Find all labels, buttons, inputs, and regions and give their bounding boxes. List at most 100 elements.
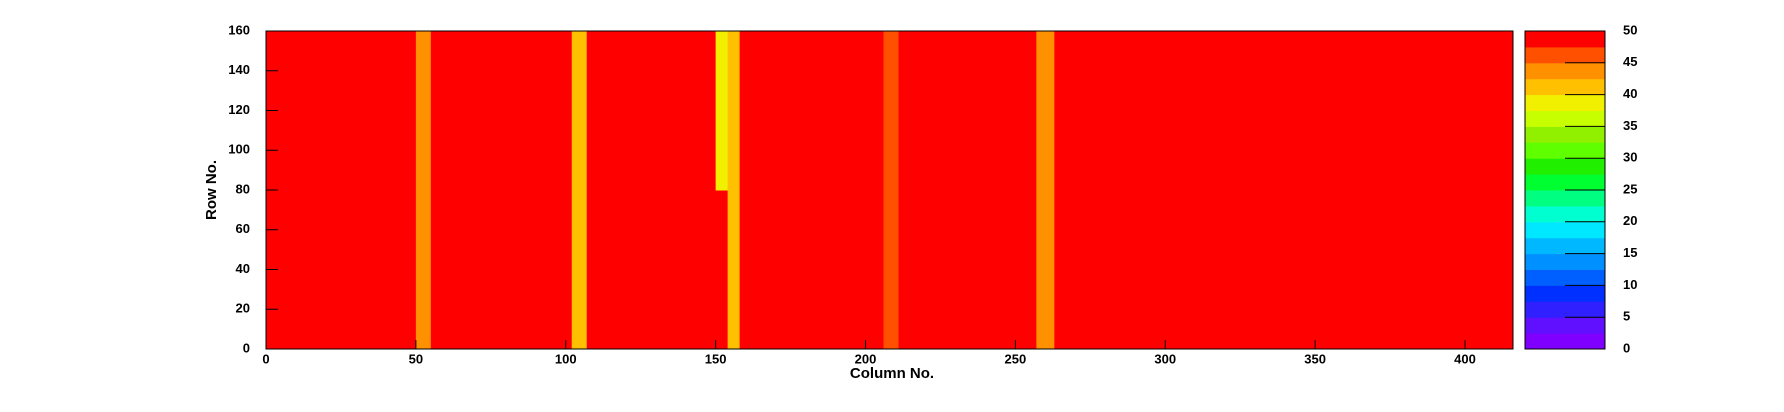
y-tick-label: 20 [236, 301, 250, 316]
heat-cell [898, 269, 1037, 350]
heat-cell [586, 110, 717, 191]
heat-cell [883, 269, 899, 350]
colorbar-band [1525, 237, 1605, 255]
heat-cell [430, 190, 573, 270]
y-axis-label: Row No. [203, 160, 220, 220]
y-tick-label: 60 [236, 221, 250, 236]
y-tick-label: 120 [228, 102, 250, 117]
heat-cell [715, 31, 729, 111]
colorbar-band [1525, 110, 1605, 127]
heat-cell [430, 31, 573, 111]
heat-cell [715, 190, 729, 270]
heat-cell [1054, 269, 1514, 350]
heat-cell [571, 31, 588, 111]
heat-cell [727, 110, 741, 191]
heat-cell [898, 190, 1037, 270]
heat-cell [415, 31, 432, 111]
colorbar-band [1525, 158, 1605, 175]
heat-cell [266, 110, 417, 191]
heat-cell [739, 269, 885, 350]
heat-cell [739, 190, 885, 270]
heat-cell [571, 269, 588, 350]
y-tick-label: 100 [228, 142, 250, 157]
heat-cell [715, 269, 729, 350]
colorbar-band [1525, 221, 1605, 239]
heat-cell [415, 190, 432, 270]
colorbar-tick-label: 50 [1623, 22, 1637, 37]
heat-cell [727, 31, 741, 111]
heat-cell [715, 110, 729, 191]
y-tick-label: 80 [236, 181, 250, 196]
colorbar-band [1525, 317, 1605, 334]
heat-cell [1036, 31, 1055, 111]
colorbar-tick-label: 10 [1623, 277, 1637, 292]
heat-cell [266, 269, 417, 350]
heat-cell [266, 190, 417, 270]
x-tick-label: 50 [409, 351, 423, 366]
colorbar-band [1525, 46, 1605, 64]
heat-cell [571, 110, 588, 191]
colorbar-tick-label: 15 [1623, 245, 1637, 260]
heat-cell [586, 269, 717, 350]
heat-cell [727, 190, 741, 270]
colorbar-tick-label: 25 [1623, 181, 1637, 196]
x-tick-label: 150 [705, 351, 727, 366]
x-tick-label: 100 [555, 351, 577, 366]
colorbar-band [1525, 269, 1605, 286]
heat-cell [1054, 31, 1514, 111]
heat-cell [1036, 269, 1055, 350]
heat-cell [739, 110, 885, 191]
heat-cell [727, 269, 741, 350]
colorbar-tick-label: 30 [1623, 150, 1637, 165]
colorbar-tick-label: 40 [1623, 86, 1637, 101]
colorbar-band [1525, 174, 1605, 191]
colorbar-tick-label: 20 [1623, 213, 1637, 228]
colorbar-band [1525, 126, 1605, 143]
x-axis-label: Column No. [850, 365, 934, 382]
heat-cell [1036, 190, 1055, 270]
y-tick-label: 40 [236, 261, 250, 276]
heat-cell [430, 269, 573, 350]
heat-cell [266, 31, 417, 111]
heat-cell [586, 190, 717, 270]
heat-cell [415, 110, 432, 191]
colorbar-tick-label: 45 [1623, 54, 1637, 69]
heat-cell [883, 31, 899, 111]
colorbar-band [1525, 190, 1605, 207]
heat-cell [883, 190, 899, 270]
colorbar-tick-label: 0 [1623, 340, 1630, 355]
x-tick-label: 250 [1005, 351, 1027, 366]
heat-cell [1036, 110, 1055, 191]
colorbar-band [1525, 62, 1605, 80]
y-tick-label: 160 [228, 22, 250, 37]
x-tick-label: 0 [262, 351, 269, 366]
colorbar-band [1525, 205, 1605, 223]
colorbar-band [1525, 94, 1605, 111]
heat-cell [883, 110, 899, 191]
heat-cell [586, 31, 717, 111]
colorbar-band [1525, 253, 1605, 270]
x-tick-label: 200 [855, 351, 877, 366]
x-tick-label: 300 [1154, 351, 1176, 366]
heat-cell [739, 31, 885, 111]
heat-cell [898, 110, 1037, 191]
colorbar-band [1525, 301, 1605, 318]
colorbar-band [1525, 31, 1605, 48]
colorbar-tick-label: 5 [1623, 309, 1630, 324]
colorbar-band [1525, 333, 1605, 350]
heat-cell [430, 110, 573, 191]
colorbar-band [1525, 78, 1605, 96]
colorbar-band [1525, 285, 1605, 302]
heat-cell [571, 190, 588, 270]
colorbar-band [1525, 142, 1605, 159]
heat-cell [1054, 110, 1514, 191]
colorbar-tick-label: 35 [1623, 118, 1637, 133]
y-tick-label: 140 [228, 62, 250, 77]
heat-cell [1054, 190, 1514, 270]
x-tick-label: 350 [1304, 351, 1326, 366]
y-tick-label: 0 [243, 340, 250, 355]
heat-cell [415, 269, 432, 350]
heat-cell [898, 31, 1037, 111]
x-tick-label: 400 [1454, 351, 1476, 366]
